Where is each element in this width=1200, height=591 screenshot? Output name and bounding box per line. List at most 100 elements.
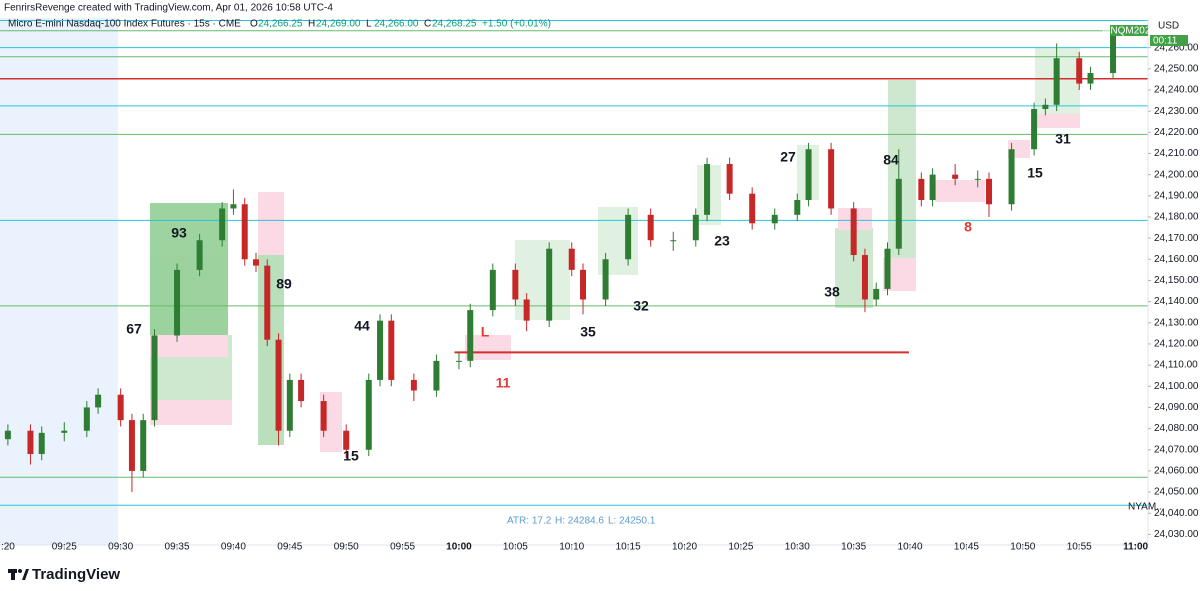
candle-body [377, 320, 384, 380]
candle-body [512, 269, 519, 300]
change: +1.50 (+0.01%) [482, 19, 551, 30]
candle-body [580, 269, 587, 300]
x-tick-label: 10:55 [1067, 542, 1092, 553]
candle-body [455, 360, 462, 362]
x-tick-label: 10:40 [898, 542, 923, 553]
y-tick-label: 24,240.00 [1154, 85, 1199, 96]
zone [515, 240, 570, 320]
candle-body [1053, 58, 1060, 105]
countdown: 00:11 [1153, 36, 1178, 47]
y-tick-label: 24,110.00 [1154, 360, 1198, 371]
y-tick-label: 24,220.00 [1154, 127, 1199, 138]
x-tick-label: 09:55 [390, 542, 415, 553]
candle-body [850, 208, 857, 256]
candle-body [467, 310, 474, 361]
candle-body [95, 394, 102, 408]
x-tick-label: 11:00 [1123, 542, 1148, 553]
candle-body [388, 320, 395, 380]
candle-body [196, 240, 203, 270]
annotation: 15 [343, 448, 359, 464]
candle-body [625, 214, 632, 260]
candle-body [546, 248, 553, 321]
levels [0, 20, 1148, 506]
candle-body [726, 164, 733, 194]
zone [888, 80, 916, 260]
candle-body [128, 420, 135, 471]
candle-body [275, 339, 282, 431]
annotation: 84 [883, 152, 899, 168]
annotation: 67 [126, 321, 142, 337]
annotation: 89 [276, 276, 292, 292]
x-tick-label: 10:05 [503, 542, 528, 553]
axes: 24,030.00 24,040.00 24,050.00 24,060.00 24,0… [1, 42, 1199, 552]
annotation: 8 [964, 219, 972, 235]
x-tick-label: 10:00 [446, 542, 472, 553]
candle-body [343, 430, 350, 450]
ohlc-key: H [308, 19, 315, 30]
premarket-shade [0, 18, 118, 545]
candle-body [27, 430, 34, 454]
ohlc-value: 24,266.00 [374, 19, 419, 30]
candle-body [704, 164, 711, 215]
candle-body [952, 174, 959, 179]
zone [258, 192, 284, 257]
zone [1035, 114, 1080, 128]
ohlc-key: L [366, 19, 372, 30]
x-tick-label: 10:10 [559, 542, 584, 553]
indicator-value: L: 24250.1 [608, 516, 656, 527]
y-tick-label: 24,190.00 [1154, 190, 1199, 201]
candle-body [83, 407, 90, 431]
y-tick-label: 24,170.00 [1154, 233, 1199, 244]
annotation: 11 [496, 375, 511, 391]
ohlc-key: O [250, 19, 258, 30]
zone [150, 335, 228, 357]
candle-body [252, 259, 259, 266]
x-tick-label: 10:45 [954, 542, 979, 553]
indicator-value: ATR: 17.2 [507, 516, 552, 527]
candle-body [219, 208, 226, 241]
annotation: 44 [354, 318, 370, 334]
x-tick-label: 09:35 [165, 542, 190, 553]
candle-body [320, 401, 327, 431]
candle-body [1110, 34, 1117, 74]
candle-body [602, 259, 609, 300]
y-tick-label: 24,230.00 [1154, 106, 1199, 117]
annotation: 31 [1055, 131, 1071, 147]
candle-body [873, 288, 880, 300]
candle-body [174, 269, 181, 336]
y-tick-label: 24,100.00 [1154, 381, 1199, 392]
candle-body [929, 174, 936, 201]
y-tick-label: 24,070.00 [1154, 444, 1199, 455]
candle-body [647, 214, 654, 241]
candle-body [1076, 58, 1083, 84]
indicator-legend: ATR: 17.2 H: 24284.6 L: 24250.1 [507, 516, 656, 527]
x-tick-label: 10:50 [1010, 542, 1035, 553]
zone [150, 203, 228, 335]
candle-body [771, 214, 778, 224]
y-tick-label: 24,060.00 [1154, 466, 1199, 477]
x-tick-label: 10:20 [672, 542, 697, 553]
candle-body [286, 379, 293, 431]
candle-body [861, 255, 868, 300]
candle-body [241, 204, 248, 260]
session-label: NYAM... [1128, 502, 1164, 513]
ohlc-value: 24,268.25 [432, 19, 477, 30]
x-tick-label: :20 [1, 542, 15, 553]
candle-body [230, 204, 237, 209]
candle-body [884, 248, 891, 289]
symbol-tag: MNQM2026 [1102, 26, 1156, 37]
candle-body [264, 265, 271, 340]
zone [935, 180, 985, 202]
indicator-value: H: 24284.6 [555, 516, 604, 527]
annotation: 32 [633, 298, 649, 314]
candle-body [298, 379, 305, 402]
x-tick-label: 09:50 [334, 542, 359, 553]
x-tick-label: 09:25 [52, 542, 77, 553]
y-tick-label: 24,130.00 [1154, 317, 1199, 328]
candle-body [895, 178, 902, 249]
y-tick-label: 24,120.00 [1154, 339, 1199, 350]
annotation: 27 [780, 149, 796, 165]
candle-body [489, 269, 496, 311]
annotation: 38 [824, 284, 840, 300]
